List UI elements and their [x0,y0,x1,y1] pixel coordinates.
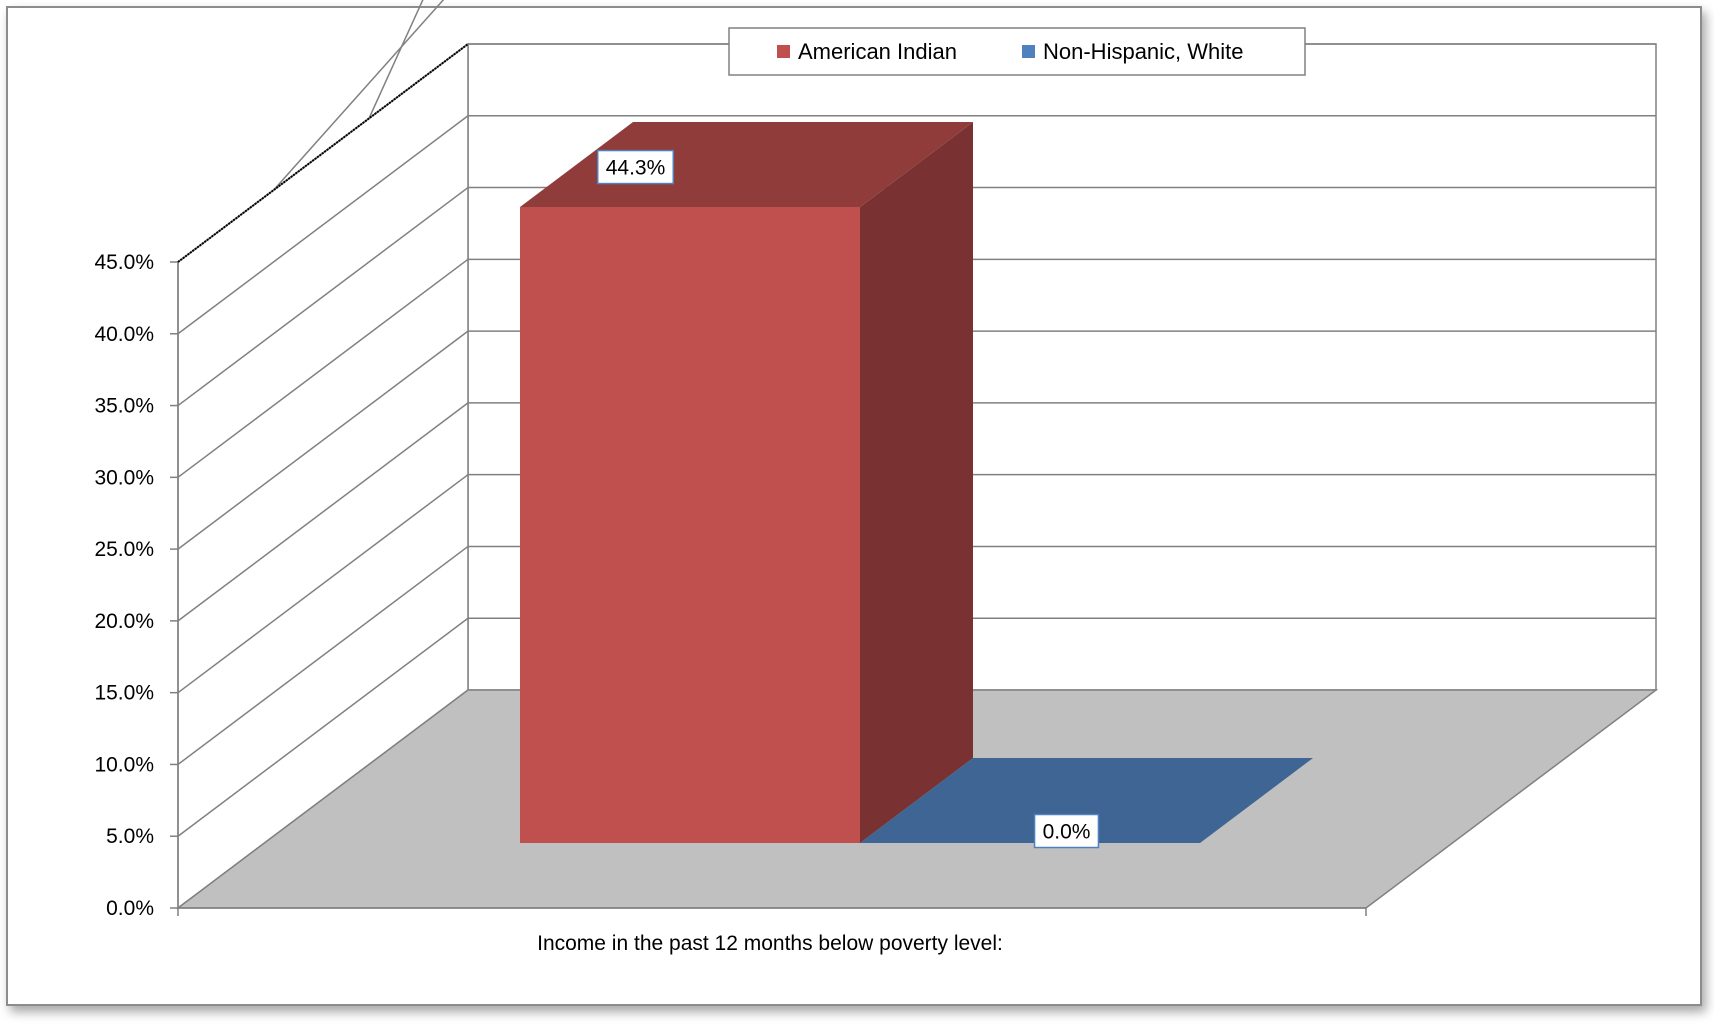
y-tick-label: 5.0% [106,825,154,848]
data-label-text: 44.3% [606,157,666,180]
y-tick-label: 0.0% [106,897,154,920]
y-tick-label: 10.0% [94,753,154,776]
gridline-side [177,186,469,407]
gridline-side [177,617,469,837]
y-tick-label: 35.0% [94,395,154,418]
gridline-side [177,545,469,766]
legend-label-non-hispanic-white: Non-Hispanic, White [1043,39,1244,64]
bar-side-face [860,122,973,843]
data-label: 44.3% [596,149,675,185]
y-axis-corner-line [177,43,469,263]
bar-top-face [860,758,1313,843]
legend-swatch-american-indian [777,45,790,58]
legend-swatch-non-hispanic-white [1022,45,1035,58]
y-tick-label: 25.0% [94,538,154,561]
data-label-box [596,149,675,185]
gridline-side-upper [368,0,424,119]
gridline-side [177,115,469,335]
data-label-box [1033,813,1100,849]
x-axis-category-label: Income in the past 12 months below pover… [537,932,1003,955]
legend: American Indian Non-Hispanic, White [728,27,1306,76]
gridline-side [177,330,469,550]
data-label-text: 0.0% [1043,821,1091,844]
y-tick-label: 45.0% [94,251,154,274]
y-tick-label: 30.0% [94,466,154,489]
bar-non-hispanic-white: 0.0% [860,758,1313,849]
legend-box [728,27,1306,76]
gridline-side-upper [272,0,445,191]
bar-top-face [520,122,973,208]
legend-label-american-indian: American Indian [798,39,957,64]
bar-american-indian: 44.3% [520,122,973,843]
y-tick-label: 15.0% [94,682,154,705]
y-tick-label: 20.0% [94,610,154,633]
bar-front-face [520,207,860,843]
gridline-side [177,474,469,694]
gridline-side [177,402,469,622]
bars: 44.3% 0.0% [520,122,1313,849]
data-label: 0.0% [1033,813,1100,849]
y-tick-label: 40.0% [94,323,154,346]
y-axis-ticks: 0.0% 5.0% 10.0% 15.0% 20.0% 25.0% 30.0% 35.0% 40… [94,251,178,920]
gridline-side [177,258,469,478]
